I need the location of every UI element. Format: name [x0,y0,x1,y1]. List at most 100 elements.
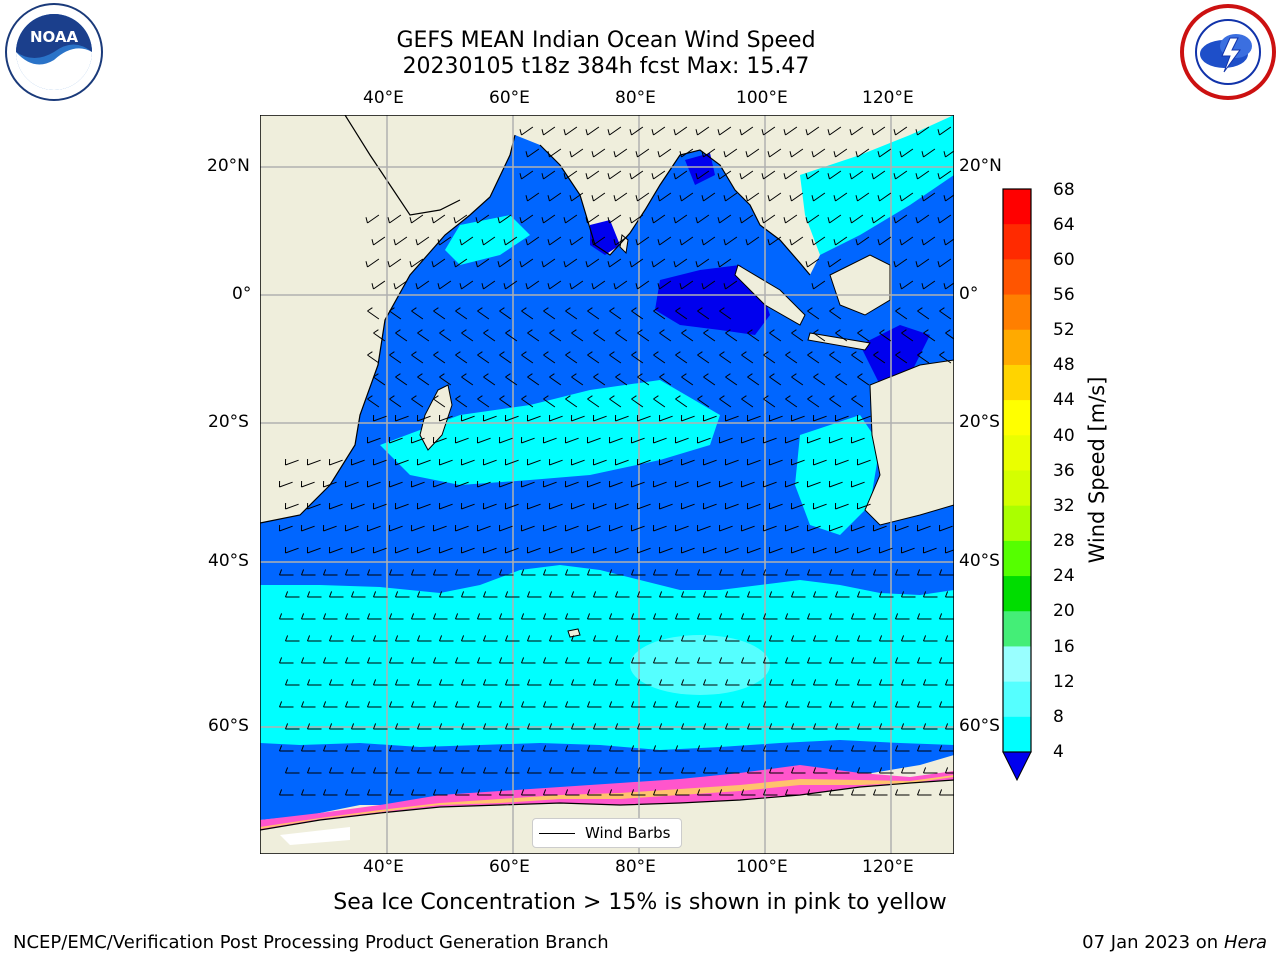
wind-barb [739,170,754,180]
wind-barb [811,148,826,158]
wind-barb [673,126,688,136]
wind-barb [570,458,585,466]
wind-barb [834,458,849,466]
colorbar-segment [1003,576,1031,612]
wind-barb [850,436,865,444]
wind-barb [719,395,732,408]
wind-barb [438,723,454,730]
wind-barb [658,414,673,422]
wind-barb [609,351,622,364]
wind-barb [805,214,820,224]
wind-barb [431,214,446,224]
wind-barb [571,373,584,386]
wind-barb [790,458,805,466]
wind-barb [388,701,404,708]
wind-barb [695,126,710,136]
wind-barb [850,480,865,488]
wind-barb [724,767,740,774]
wind-barb [696,569,712,576]
wind-barb [718,480,733,488]
wind-barb [587,307,600,320]
wind-barb [850,657,866,664]
wind-barb [570,767,586,774]
wind-barb [586,701,602,708]
wind-barb [460,635,476,642]
wind-barb [410,569,426,576]
wind-barb [608,657,624,664]
wind-barb [373,329,386,342]
wind-barb [873,351,886,364]
wind-barb [306,723,322,730]
wind-barb [827,170,842,180]
wind-barb [827,214,842,224]
wind-barb [453,214,468,224]
lon-tick-bottom: 60°E [489,857,530,877]
wind-barb [438,767,454,774]
wind-barb [679,280,694,290]
wind-barb [630,569,646,576]
wind-barb [476,701,492,708]
wind-barb [762,789,778,796]
wind-barb [828,657,844,664]
wind-barb [278,524,293,532]
wind-barb [411,351,424,364]
wind-barb [806,701,822,708]
wind-barb [300,524,315,532]
wind-barb [520,436,535,444]
wind-barb [740,524,755,532]
lat-tick-right: 20°S [959,412,1000,432]
wind-barb [828,569,844,576]
wind-barb [504,591,520,598]
wind-barb [306,458,321,466]
wind-barb [674,613,690,620]
wind-barb [542,701,558,708]
wind-barb [437,280,452,290]
wind-barb [592,414,607,422]
wind-barb [739,126,754,136]
wind-barb [433,307,446,320]
wind-barb [878,679,894,686]
wind-barb [410,524,425,532]
wind-barb [652,524,667,532]
wind-barb [322,480,337,488]
wind-barb [395,329,408,342]
map-subtitle: 20230105 t18z 384h fcst Max: 15.47 [402,54,810,79]
wind-barb [767,236,782,246]
wind-barb [850,569,866,576]
wind-barb [438,679,454,686]
wind-barb [718,436,733,444]
wind-barb [718,701,734,708]
wind-barb [696,789,712,796]
wind-barb [608,701,624,708]
wind-barb [592,635,608,642]
wind-barb [724,723,740,730]
wind-barb [322,524,337,532]
wind-barb [432,524,447,532]
wind-barb [630,524,645,532]
wind-barb [834,635,850,642]
wind-barb [674,436,689,444]
wind-barb [587,395,600,408]
wind-barb [570,502,585,510]
wind-barb [371,280,386,290]
wind-barb [878,591,894,598]
wind-barb [615,329,628,342]
wind-barb [526,679,542,686]
wind-barb [570,546,585,554]
colorbar-segment [1003,189,1031,225]
wind-barb [542,436,557,444]
wind-barb [461,373,474,386]
wind-barb [499,351,512,364]
wind-barb [395,373,408,386]
colorbar-label: Wind Speed [m/s] [1085,376,1109,564]
wind-barb [828,789,844,796]
wind-barb [740,789,756,796]
wind-barb [762,745,778,752]
wind-barb [723,236,738,246]
wind-barb [806,436,821,444]
wind-barb [673,170,688,180]
wind-barb [570,591,586,598]
wind-barb [767,192,782,202]
wind-barb [520,701,536,708]
wind-barb [454,569,470,576]
